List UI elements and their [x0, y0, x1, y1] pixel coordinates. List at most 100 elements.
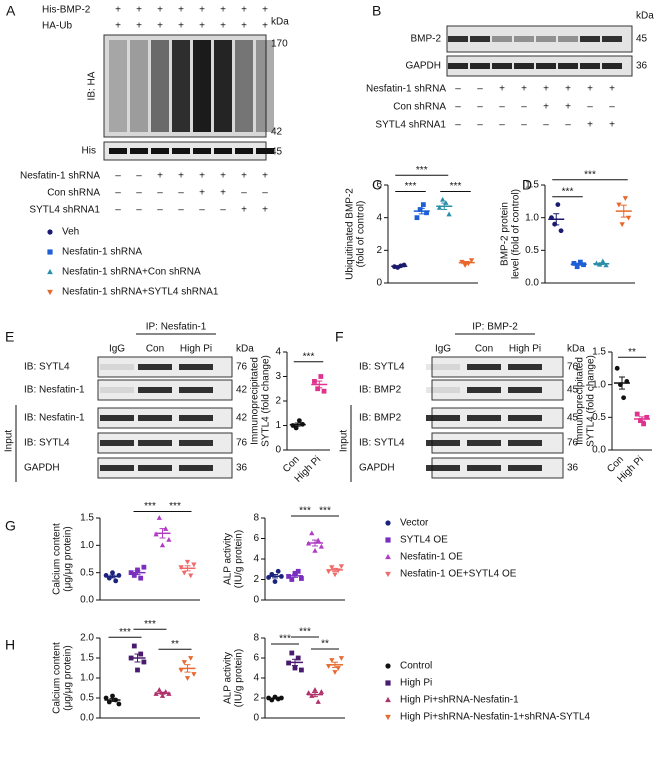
sign: + — [199, 21, 205, 32]
panel-letter: D — [522, 177, 532, 193]
band-label: IB: HA — [87, 71, 98, 100]
y-tick-label: 6 — [253, 653, 259, 664]
point — [315, 537, 321, 543]
kda-marker: 42 — [236, 413, 248, 424]
lane-label: High Pi — [180, 344, 212, 355]
panel-letter: F — [335, 329, 344, 345]
point — [644, 414, 650, 420]
sign: + — [241, 21, 247, 32]
significance-label: *** — [450, 181, 462, 192]
y-tick-label: 1.5 — [592, 347, 606, 358]
sign: – — [136, 171, 142, 182]
row-label: Con shRNA — [47, 188, 100, 199]
y-tick-label: 8 — [253, 513, 259, 524]
sign: – — [115, 171, 121, 182]
point — [424, 210, 429, 216]
point — [191, 672, 197, 677]
sign: – — [199, 205, 205, 216]
legend-label: High Pi+shRNA-Nesfatin-1+shRNA-SYTL4 — [400, 712, 591, 723]
point — [166, 536, 172, 542]
legend-marker — [47, 289, 53, 296]
significance-label: *** — [299, 506, 311, 517]
band — [602, 36, 622, 42]
legend-marker — [385, 696, 391, 703]
point — [335, 568, 341, 574]
point — [625, 215, 632, 221]
point — [312, 687, 318, 692]
kda-marker: 76 — [236, 438, 248, 449]
y-axis-label: (IU/g protein) — [234, 530, 245, 588]
row-label: His-BMP-2 — [42, 5, 91, 16]
y-tick-label: 1.5 — [80, 513, 94, 524]
sign: – — [157, 205, 163, 216]
y-tick-label: 4 — [275, 347, 281, 358]
sign: – — [455, 102, 461, 113]
y-tick-label: 4 — [376, 212, 382, 223]
point — [440, 196, 446, 202]
legend-label: SYTL4 OE — [400, 535, 448, 546]
legend-label: Nesfatin-1 shRNA+SYTL4 shRNA1 — [62, 287, 219, 298]
point — [103, 695, 109, 701]
panel-letter: E — [5, 329, 14, 345]
band — [426, 364, 460, 370]
smear — [235, 40, 253, 132]
band-label: IB: SYTL4 — [359, 438, 405, 449]
kda-marker: 36 — [636, 61, 648, 72]
band — [138, 364, 172, 370]
band — [514, 36, 534, 42]
point — [616, 202, 622, 208]
band — [580, 36, 600, 42]
sign: – — [241, 188, 247, 199]
band — [467, 465, 501, 471]
band — [536, 63, 556, 69]
kda-label: kDa — [567, 344, 585, 355]
y-tick-label: 2 — [275, 396, 281, 407]
point — [315, 386, 321, 392]
sign: + — [262, 21, 268, 32]
y-tick-label: 6 — [253, 533, 259, 544]
y-axis-label: SYTL4 (fold change) — [261, 355, 272, 447]
sign: – — [115, 188, 121, 199]
panel-letter: B — [372, 3, 381, 19]
significance-label: *** — [144, 501, 156, 512]
point — [332, 670, 338, 675]
kda-marker: 76 — [567, 438, 579, 449]
significance-label: *** — [299, 627, 311, 638]
sign: + — [157, 171, 163, 182]
point — [614, 365, 620, 371]
band-label: GAPDH — [359, 463, 395, 474]
smear — [256, 40, 274, 132]
lane-label: IgG — [109, 344, 125, 355]
sign: – — [157, 188, 163, 199]
band — [426, 415, 460, 421]
point — [305, 690, 312, 695]
y-tick-label: 6 — [376, 180, 382, 191]
point — [641, 421, 646, 427]
sign: + — [220, 171, 226, 182]
legend-label: Nesfatin-1 shRNA+Con shRNA — [62, 267, 201, 278]
sign: + — [115, 5, 121, 16]
y-tick-label: 0.5 — [80, 693, 94, 704]
y-tick-label: 0 — [253, 595, 259, 606]
panel-letter: H — [5, 637, 15, 653]
point — [181, 660, 187, 665]
sign: + — [115, 21, 121, 32]
y-axis-label: (IU/g protein) — [234, 649, 245, 707]
point — [318, 543, 325, 549]
point — [315, 699, 321, 704]
y-tick-label: 1 — [275, 420, 281, 431]
point — [184, 559, 191, 565]
y-tick-label: 0.0 — [592, 445, 606, 456]
sign: – — [477, 102, 483, 113]
point — [420, 202, 426, 207]
point — [329, 565, 335, 571]
point — [141, 659, 147, 665]
band — [508, 364, 542, 370]
kda-marker: 45 — [567, 413, 579, 424]
sign: – — [115, 205, 121, 216]
point — [295, 655, 301, 661]
point — [159, 693, 166, 698]
sign: – — [262, 188, 268, 199]
legend-marker — [385, 663, 391, 669]
significance-label: *** — [584, 169, 596, 180]
